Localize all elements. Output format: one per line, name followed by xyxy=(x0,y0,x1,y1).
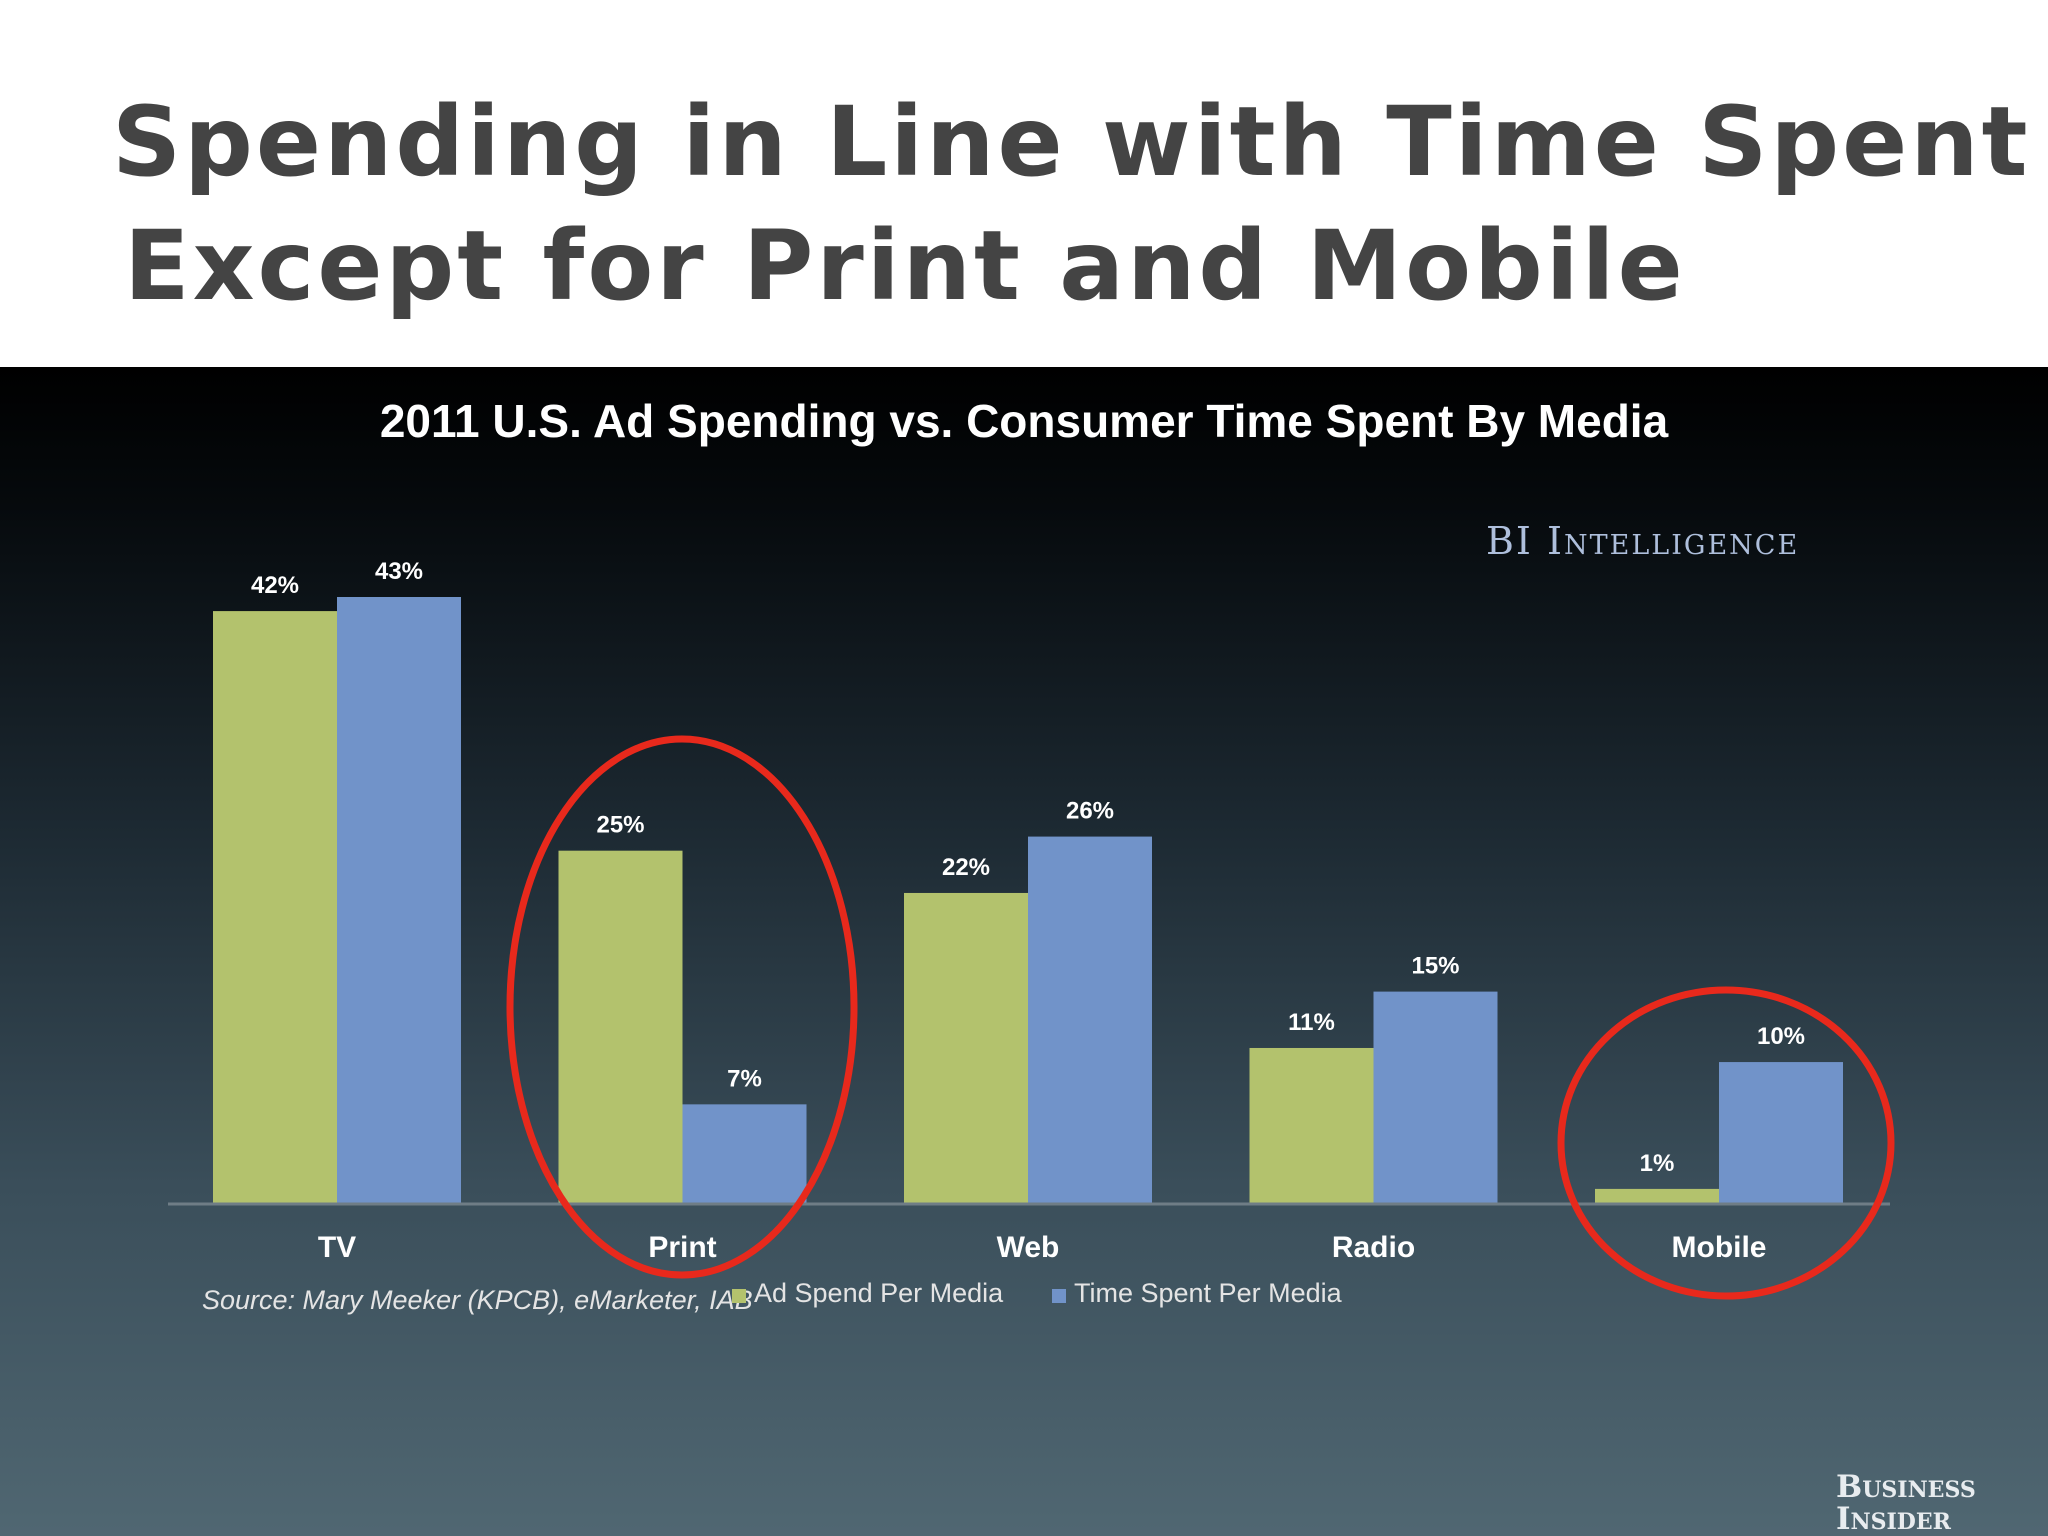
legend-label-time-spent-per-media: Time Spent Per Media xyxy=(1074,1278,1343,1308)
category-label-tv: TV xyxy=(318,1231,356,1264)
business-insider-line-2: Insider xyxy=(1836,1501,1951,1536)
bar-chart: 2011 U.S. Ad Spending vs. Consumer Time … xyxy=(168,395,1895,1315)
data-label-web-time-spent-per-media: 26% xyxy=(1066,798,1114,825)
bi-intelligence-logo: BI Intelligence xyxy=(1486,519,1800,563)
bar-radio-time-spent-per-media xyxy=(1373,991,1498,1203)
slide-title-line-1: Spending in Line with Time Spent xyxy=(112,86,2031,198)
data-label-tv-ad-spend-per-media: 42% xyxy=(251,572,299,599)
legend-swatch-time-spent-per-media xyxy=(1052,1289,1066,1303)
highlight-circle-mobile xyxy=(1557,986,1895,1300)
business-insider-logo: Business Insider xyxy=(1836,1471,1976,1535)
data-label-web-ad-spend-per-media: 22% xyxy=(942,854,990,881)
source-note: Source: Mary Meeker (KPCB), eMarketer, I… xyxy=(202,1285,753,1315)
category-label-web: Web xyxy=(997,1231,1060,1264)
chart-panel: 2011 U.S. Ad Spending vs. Consumer Time … xyxy=(0,367,2048,1536)
highlight-circle-print xyxy=(506,735,858,1279)
data-label-radio-time-spent-per-media: 15% xyxy=(1411,953,1459,980)
business-insider-line-1: Business xyxy=(1836,1469,1976,1505)
category-label-print: Print xyxy=(648,1231,716,1264)
category-label-radio: Radio xyxy=(1332,1231,1415,1264)
slide-title: Spending in Line with Time Spent Except … xyxy=(112,80,2030,328)
legend-swatch-ad-spend-per-media xyxy=(732,1289,746,1303)
data-label-mobile-ad-spend-per-media: 1% xyxy=(1640,1150,1675,1177)
data-label-radio-ad-spend-per-media: 11% xyxy=(1288,1009,1335,1036)
bar-mobile-ad-spend-per-media xyxy=(1595,1188,1719,1203)
bar-print-ad-spend-per-media xyxy=(558,850,683,1203)
bar-radio-ad-spend-per-media xyxy=(1249,1047,1374,1203)
data-label-tv-time-spent-per-media: 43% xyxy=(375,558,423,585)
bar-web-ad-spend-per-media xyxy=(904,892,1028,1203)
bar-print-time-spent-per-media xyxy=(682,1104,807,1203)
data-label-mobile-time-spent-per-media: 10% xyxy=(1757,1023,1805,1050)
category-label-mobile: Mobile xyxy=(1672,1231,1767,1264)
chart-title: 2011 U.S. Ad Spending vs. Consumer Time … xyxy=(380,395,1669,447)
slide-title-line-2: Except for Print and Mobile xyxy=(124,210,1686,322)
bar-mobile-time-spent-per-media xyxy=(1719,1062,1843,1203)
bar-tv-time-spent-per-media xyxy=(337,597,461,1203)
data-label-print-time-spent-per-media: 7% xyxy=(727,1065,762,1092)
bar-tv-ad-spend-per-media xyxy=(213,611,337,1203)
legend-label-ad-spend-per-media: Ad Spend Per Media xyxy=(754,1278,1004,1308)
data-label-print-ad-spend-per-media: 25% xyxy=(596,812,644,839)
bar-web-time-spent-per-media xyxy=(1028,836,1152,1203)
